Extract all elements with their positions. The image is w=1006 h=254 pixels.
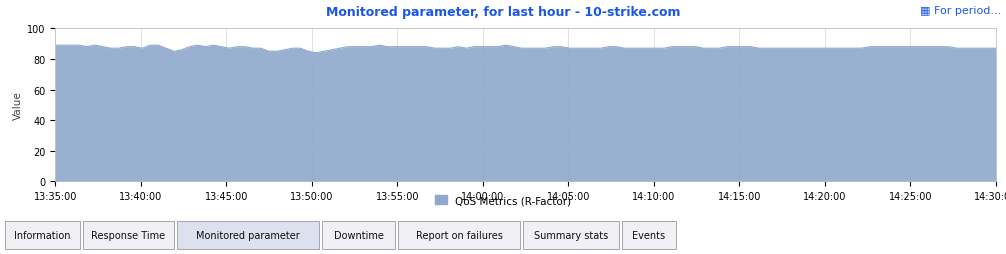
Text: Report on failures: Report on failures [415,230,503,240]
Text: ▦ For period...: ▦ For period... [919,6,1001,16]
Text: Response Time: Response Time [92,230,165,240]
Text: Information: Information [14,230,70,240]
Text: Downtime: Downtime [334,230,383,240]
Y-axis label: Value: Value [13,91,23,120]
Text: Summary stats: Summary stats [534,230,608,240]
Text: Monitored parameter, for last hour - 10-strike.com: Monitored parameter, for last hour - 10-… [326,6,680,19]
Text: Events: Events [633,230,666,240]
Legend: QoS Metrics (R-Factor): QoS Metrics (R-Factor) [431,191,575,210]
Text: Monitored parameter: Monitored parameter [196,230,300,240]
